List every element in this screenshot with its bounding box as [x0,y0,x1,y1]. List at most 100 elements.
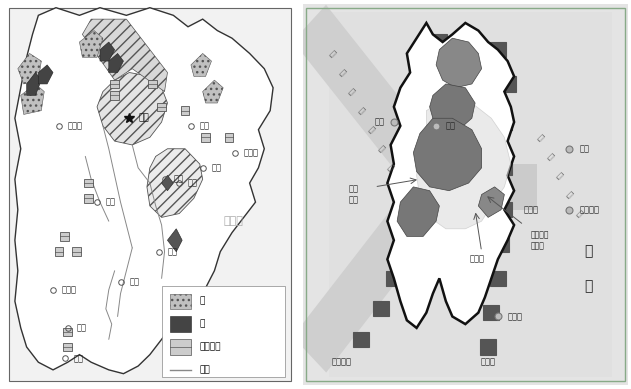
Bar [61,232,69,241]
Bar [490,42,506,57]
Polygon shape [83,19,167,91]
Polygon shape [413,118,481,191]
Bar [496,114,512,130]
Bar [490,271,506,286]
Text: 发: 发 [555,171,564,180]
Bar [84,194,93,203]
Text: 南港区: 南港区 [470,255,485,264]
Bar [225,133,233,142]
Text: 张家口: 张家口 [68,121,83,130]
Bar [72,247,81,256]
Bar [496,160,512,175]
Polygon shape [100,42,115,61]
Text: 轴: 轴 [386,163,396,173]
Bar [63,328,72,336]
Text: 京: 京 [327,49,337,58]
Text: 邯郸: 邯郸 [74,354,83,363]
Bar [170,294,191,309]
Text: 至石家庄: 至石家庄 [332,358,352,367]
Bar [84,179,93,187]
Bar [483,305,500,320]
Text: 至东营: 至东营 [481,358,495,367]
Bar [373,301,389,317]
Polygon shape [397,187,439,237]
Polygon shape [97,72,167,145]
Text: 铁: 铁 [200,320,205,329]
Text: 海: 海 [545,152,555,161]
Bar [170,339,191,355]
Polygon shape [191,53,211,76]
Polygon shape [15,8,273,374]
Text: 北港区: 北港区 [524,205,539,214]
Text: 黄骅港: 黄骅港 [507,312,522,321]
Text: 水系: 水系 [200,365,211,374]
Polygon shape [430,84,475,130]
Text: 展: 展 [565,190,574,199]
Bar [201,133,210,142]
Text: 发: 发 [367,125,376,135]
Text: 滨: 滨 [337,68,346,77]
Text: 唐山: 唐山 [211,163,221,172]
Polygon shape [27,72,41,95]
Polygon shape [329,12,611,377]
Text: 天津: 天津 [188,179,198,187]
Text: 曹妃甸港: 曹妃甸港 [579,205,599,214]
Bar [162,286,285,377]
Polygon shape [147,149,203,217]
Polygon shape [162,175,174,191]
Text: 综: 综 [347,87,357,96]
Polygon shape [439,164,537,210]
Bar [148,80,157,88]
Polygon shape [293,5,456,205]
Text: 渤: 渤 [585,245,593,259]
Text: 北京: 北京 [138,114,149,123]
Polygon shape [38,65,53,84]
Bar [425,76,441,91]
Polygon shape [293,169,456,373]
Text: 中心
城区: 中心 城区 [348,185,358,204]
Text: 邢台: 邢台 [76,323,86,333]
Text: 保定: 保定 [106,198,116,207]
Bar [431,34,447,50]
Text: 廊坊: 廊坊 [174,175,184,184]
Text: 带: 带 [574,209,584,218]
Polygon shape [387,23,514,328]
Polygon shape [18,53,41,84]
Text: 大型水库: 大型水库 [200,342,221,352]
Bar [425,99,441,114]
Text: 承德: 承德 [200,121,209,130]
Bar [63,343,72,351]
Text: 合: 合 [357,106,366,116]
Text: 北京: 北京 [374,117,384,126]
Text: 香河: 香河 [446,121,456,130]
Text: 海: 海 [585,279,593,293]
Bar [493,237,509,252]
Text: 煤: 煤 [200,297,205,306]
Bar [110,91,119,100]
Text: 沿: 沿 [535,133,545,142]
Bar [425,53,441,69]
Text: 唐山: 唐山 [579,144,589,153]
Text: 石家庄: 石家庄 [62,285,77,294]
Polygon shape [21,84,44,114]
Bar [110,80,119,88]
Polygon shape [80,31,103,57]
Text: 秦皇岛: 秦皇岛 [244,148,259,157]
Bar [500,76,516,91]
Polygon shape [109,53,124,72]
Polygon shape [167,229,182,252]
Bar [180,107,189,115]
Bar [54,247,63,256]
Text: 沧州: 沧州 [167,247,177,256]
Text: 展: 展 [376,144,386,154]
Bar [353,332,370,347]
Bar [480,339,496,355]
Text: 滨海新区
核心区: 滨海新区 核心区 [530,231,549,250]
Polygon shape [203,80,223,103]
Bar [157,103,166,111]
Polygon shape [416,99,511,229]
Bar [496,202,512,217]
Bar [170,317,191,332]
Polygon shape [478,187,504,217]
Text: 渤海湾: 渤海湾 [223,216,243,226]
